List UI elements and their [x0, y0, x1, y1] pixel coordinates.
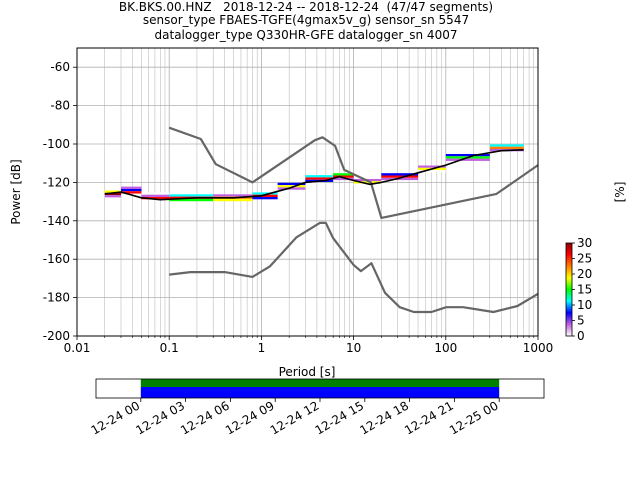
pdf-cell — [305, 175, 334, 178]
pdf-cell — [104, 195, 121, 198]
noise-model-curves — [104, 126, 539, 314]
y-axis-label: Power [dB] — [9, 159, 23, 224]
pdf-cell — [353, 183, 382, 186]
pdf-cell — [104, 192, 121, 196]
chart-title-line-2: sensor_type FBAES-TGFE(4gmax5v_g) sensor… — [142, 13, 470, 27]
y-tick-label: -140 — [43, 214, 70, 228]
pdf-cell — [141, 196, 170, 200]
pdf-cell — [104, 190, 121, 193]
pdf-cell — [333, 175, 354, 178]
coverage-tick-label: 12-24 00 — [89, 398, 143, 437]
coverage-tick-label: 12-24 09 — [223, 398, 277, 437]
pdf-heatmap — [104, 144, 524, 202]
new-high-noise-model — [168, 126, 539, 219]
x-tick-label: 1000 — [523, 341, 554, 355]
y-tick-label: -160 — [43, 252, 70, 266]
coverage-tick-label: 12-24 18 — [357, 398, 411, 437]
pdf-cell — [252, 194, 278, 197]
colorbar-tick-label: 30 — [577, 236, 592, 250]
coverage-tick-label: 12-24 03 — [133, 398, 187, 437]
pdf-cell — [489, 146, 524, 149]
pdf-cell — [141, 194, 170, 197]
pdf-cell — [141, 192, 170, 195]
x-tick-label: 0.1 — [160, 341, 179, 355]
colorbar-tick-label: 10 — [577, 298, 592, 312]
pdf-cell — [213, 198, 253, 202]
coverage-tick-label: 12-24 21 — [402, 398, 456, 437]
pdf-cell — [277, 187, 306, 190]
pdf-cell — [418, 170, 446, 173]
colorbar-strip — [565, 242, 573, 337]
pdf-cell — [169, 194, 214, 197]
pdf-cell — [381, 175, 419, 178]
pdf-cell — [381, 177, 419, 181]
pdf-cell — [213, 194, 253, 197]
coverage-tick-label: 12-24 12 — [268, 398, 322, 437]
x-tick-label: 100 — [434, 341, 457, 355]
pdf-cell — [305, 177, 334, 180]
x-tick-label: 10 — [346, 341, 361, 355]
pdf-cell — [120, 186, 142, 189]
colorbar-label: [%] — [613, 182, 627, 203]
pdf-cell — [418, 165, 446, 168]
pdf-cell — [381, 173, 419, 176]
pdf-cell — [252, 192, 278, 195]
coverage-tick-label: 12-25 00 — [447, 398, 501, 437]
coverage-tick-label: 12-24 15 — [313, 398, 367, 437]
mode-curve — [104, 149, 524, 201]
pdf-cell — [489, 144, 524, 147]
y-tick-label: -200 — [43, 329, 70, 343]
y-tick-label: -180 — [43, 291, 70, 305]
coverage-used-bar — [140, 379, 500, 387]
pdf-cell — [120, 188, 142, 192]
pdf-cell — [333, 173, 354, 176]
colorbar-tick-label: 5 — [577, 314, 585, 328]
pdf-cell — [120, 191, 142, 194]
x-tick-label: 1 — [258, 341, 266, 355]
pdf-cell — [252, 196, 278, 200]
new-low-noise-model — [169, 221, 539, 314]
plot-frame — [76, 47, 539, 337]
y-tick-label: -120 — [43, 175, 70, 189]
grid-lines — [76, 48, 538, 337]
y-tick-label: -80 — [50, 99, 70, 113]
chart-title-line-1: BK.BKS.00.HNZ 2018-12-24 -- 2018-12-24 (… — [118, 0, 494, 14]
y-tick-label: -60 — [50, 60, 70, 74]
colorbar-tick-label: 20 — [577, 267, 592, 281]
y-tick-label: -100 — [43, 137, 70, 151]
pdf-cell — [445, 158, 490, 161]
colorbar-tick-label: 25 — [577, 252, 592, 266]
coverage-available-bar — [140, 387, 500, 398]
chart-title-line-3: datalogger_type Q330HR-GFE datalogger_sn… — [154, 28, 458, 42]
pdf-cell — [445, 153, 490, 157]
pdf-cell — [277, 182, 306, 186]
axes-ticks: 0.01 0.1 1 10 100 1000 -200 -180 -160 -140 -120 -10… — [43, 60, 554, 355]
pdf-cell — [277, 185, 306, 188]
coverage-tick-label: 12-24 06 — [178, 398, 232, 437]
pdf-cell — [169, 198, 214, 202]
pdf-cell — [353, 181, 382, 184]
x-tick-label: 0.01 — [64, 341, 91, 355]
colorbar-tick-label: 15 — [577, 283, 592, 297]
x-axis-label: Period [s] — [279, 365, 336, 379]
colorbar-tick-label: 0 — [577, 329, 585, 343]
pdf-cell — [333, 177, 354, 181]
